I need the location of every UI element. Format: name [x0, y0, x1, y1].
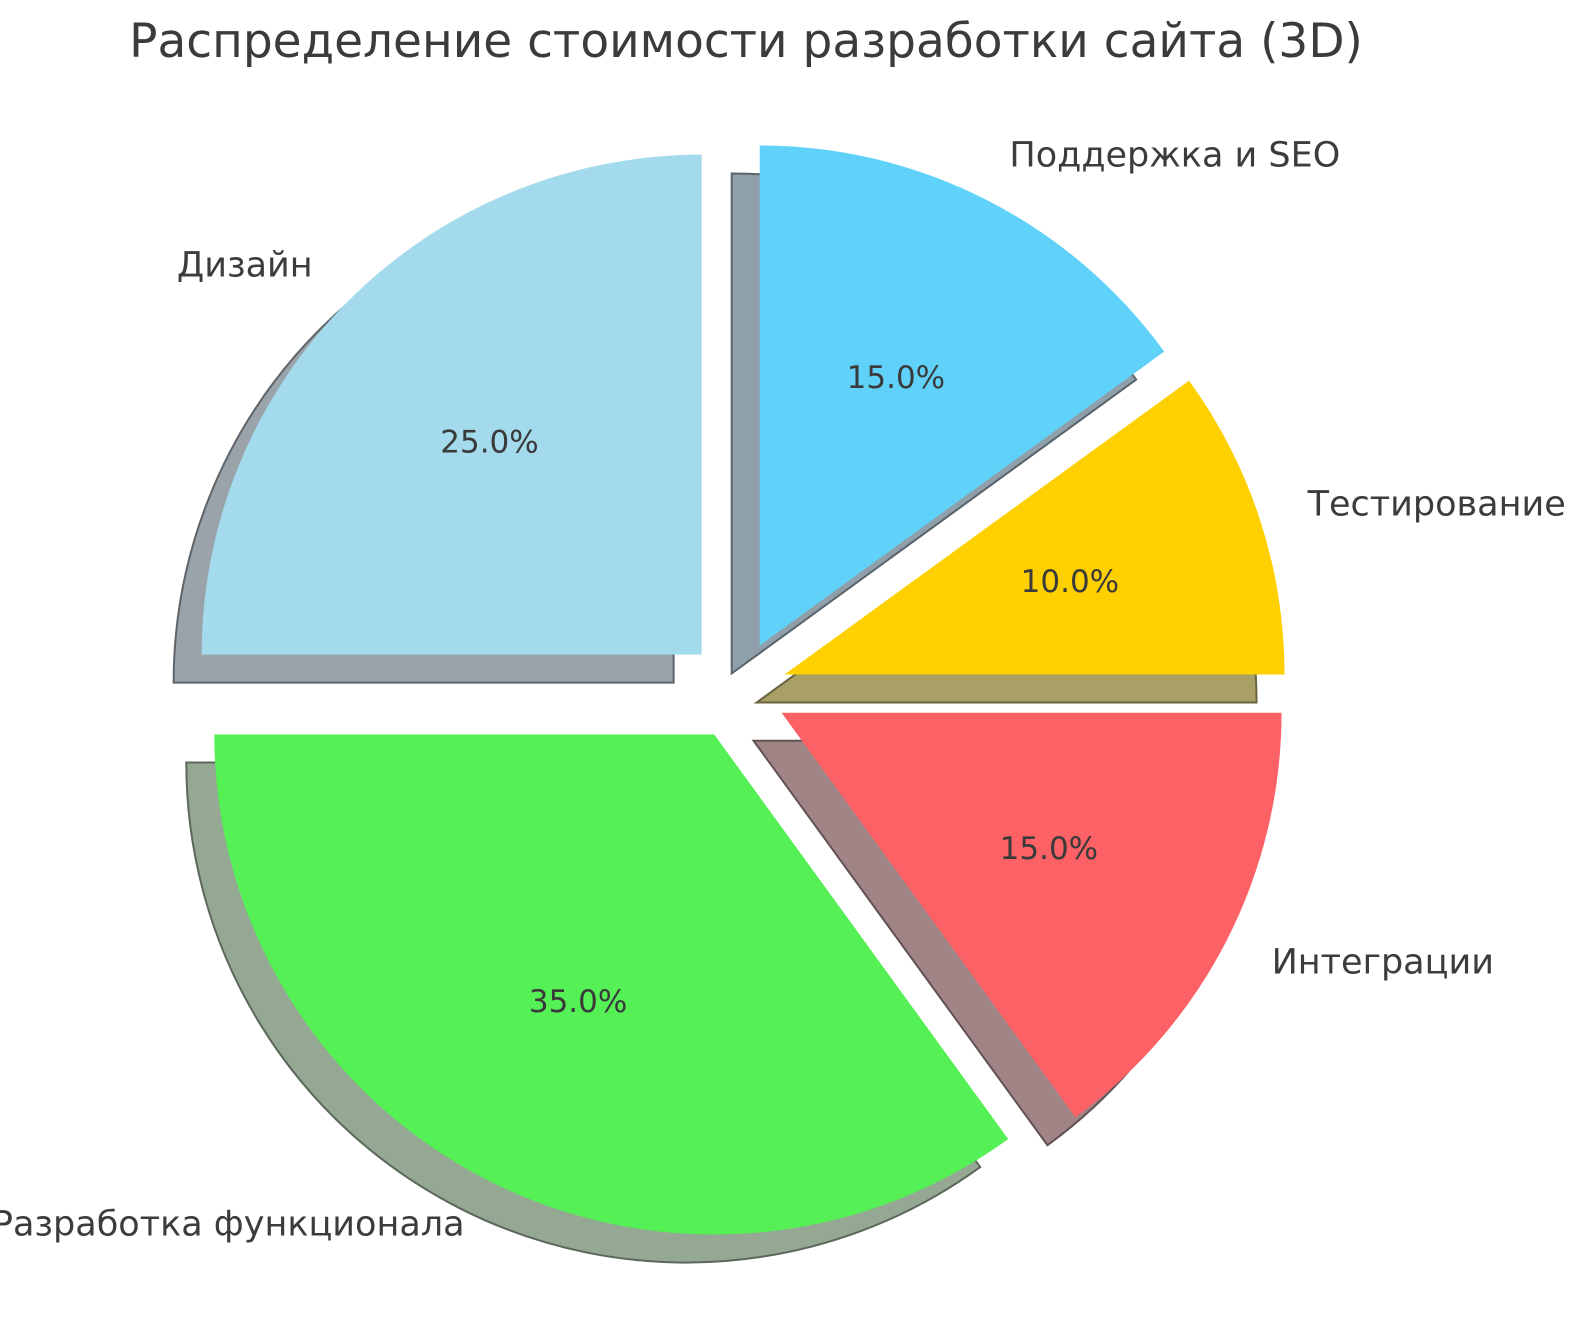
chart-title: Распределение стоимости разработки сайта… — [129, 14, 1363, 69]
slice-label-2: Интеграции — [1272, 942, 1494, 982]
pie-slice-0 — [759, 145, 1165, 646]
pie-slice-4 — [201, 154, 702, 655]
pie-slice-2 — [781, 712, 1282, 1118]
slice-pct-0: 15.0% — [847, 360, 945, 396]
slice-label-3: Разработка функционала — [0, 1205, 465, 1245]
slice-label-1: Тестирование — [1307, 485, 1566, 525]
slice-pct-3: 35.0% — [529, 984, 627, 1020]
slice-pct-2: 15.0% — [1000, 831, 1098, 867]
slice-pct-4: 25.0% — [440, 425, 538, 461]
slice-label-0: Поддержка и SEO — [1009, 135, 1340, 175]
slice-pct-1: 10.0% — [1021, 564, 1119, 600]
pie-slice-3 — [214, 734, 1009, 1235]
pie-slice-1 — [784, 380, 1285, 675]
slice-label-4: Дизайн — [177, 246, 313, 286]
